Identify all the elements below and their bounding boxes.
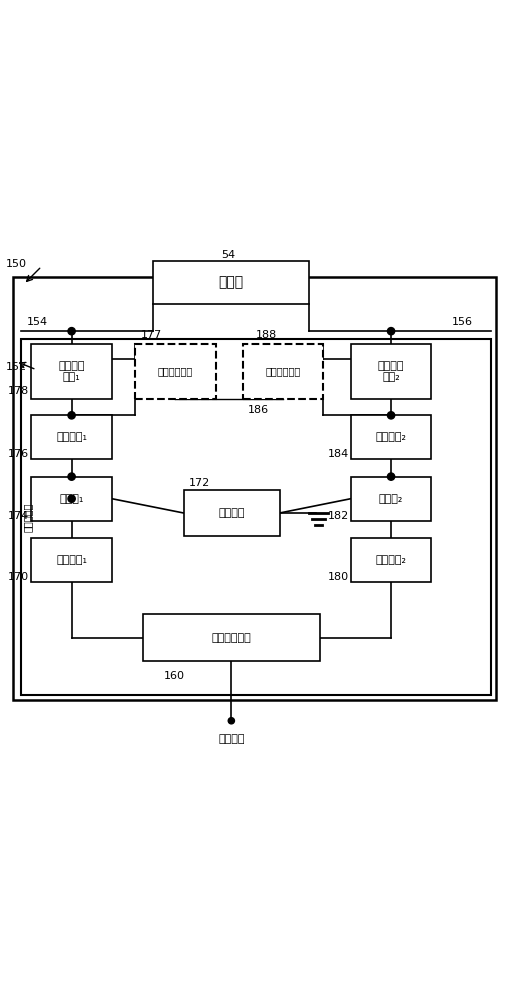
Text: 电压补偿电路: 电压补偿电路 (266, 366, 301, 376)
Text: 信号处理
电路₁: 信号处理 电路₁ (58, 361, 85, 382)
Text: 154: 154 (27, 317, 48, 327)
FancyBboxPatch shape (32, 344, 112, 399)
Text: 176: 176 (8, 449, 29, 459)
Text: 160: 160 (164, 671, 185, 681)
Text: 滤波电路₂: 滤波电路₂ (375, 555, 406, 565)
FancyBboxPatch shape (143, 614, 320, 661)
FancyBboxPatch shape (351, 344, 432, 399)
Circle shape (68, 495, 75, 502)
Text: 电压补偿电路: 电压补偿电路 (158, 366, 193, 376)
Text: 缓冲电路₂: 缓冲电路₂ (375, 432, 406, 442)
Text: 滤波电路₁: 滤波电路₁ (56, 555, 87, 565)
FancyBboxPatch shape (351, 415, 432, 459)
Text: 180: 180 (328, 572, 349, 582)
Circle shape (68, 473, 75, 480)
Text: 172: 172 (189, 478, 210, 488)
FancyBboxPatch shape (351, 477, 432, 521)
Text: 电压传感器: 电压传感器 (23, 502, 33, 532)
FancyBboxPatch shape (32, 477, 112, 521)
FancyBboxPatch shape (351, 538, 432, 582)
Text: 多分压器电路: 多分压器电路 (212, 633, 251, 643)
Text: 拾取位置: 拾取位置 (218, 734, 245, 744)
Text: 整流器₁: 整流器₁ (59, 494, 84, 504)
Text: 54: 54 (221, 250, 235, 260)
Circle shape (68, 412, 75, 419)
Text: 182: 182 (328, 511, 349, 521)
Text: 184: 184 (328, 449, 349, 459)
Text: 钳位电路: 钳位电路 (218, 508, 245, 518)
FancyBboxPatch shape (32, 415, 112, 459)
Text: 156: 156 (452, 317, 473, 327)
Text: 178: 178 (8, 386, 29, 396)
Text: 174: 174 (8, 511, 29, 521)
FancyBboxPatch shape (184, 490, 280, 536)
Circle shape (387, 328, 395, 335)
Circle shape (228, 718, 235, 724)
Circle shape (387, 473, 395, 480)
Circle shape (68, 328, 75, 335)
Text: 控制器: 控制器 (219, 275, 244, 289)
Text: 186: 186 (248, 405, 269, 415)
Text: 170: 170 (8, 572, 29, 582)
Text: 整流器₂: 整流器₂ (379, 494, 403, 504)
FancyBboxPatch shape (32, 538, 112, 582)
Circle shape (387, 412, 395, 419)
Text: 188: 188 (256, 330, 277, 340)
Text: 152: 152 (5, 362, 26, 372)
Text: 信号处理
电路₂: 信号处理 电路₂ (378, 361, 404, 382)
FancyBboxPatch shape (135, 344, 216, 399)
FancyBboxPatch shape (153, 261, 309, 304)
Text: 177: 177 (140, 330, 162, 340)
FancyBboxPatch shape (243, 344, 323, 399)
Text: 缓冲电路₁: 缓冲电路₁ (56, 432, 87, 442)
Text: 150: 150 (5, 259, 26, 269)
